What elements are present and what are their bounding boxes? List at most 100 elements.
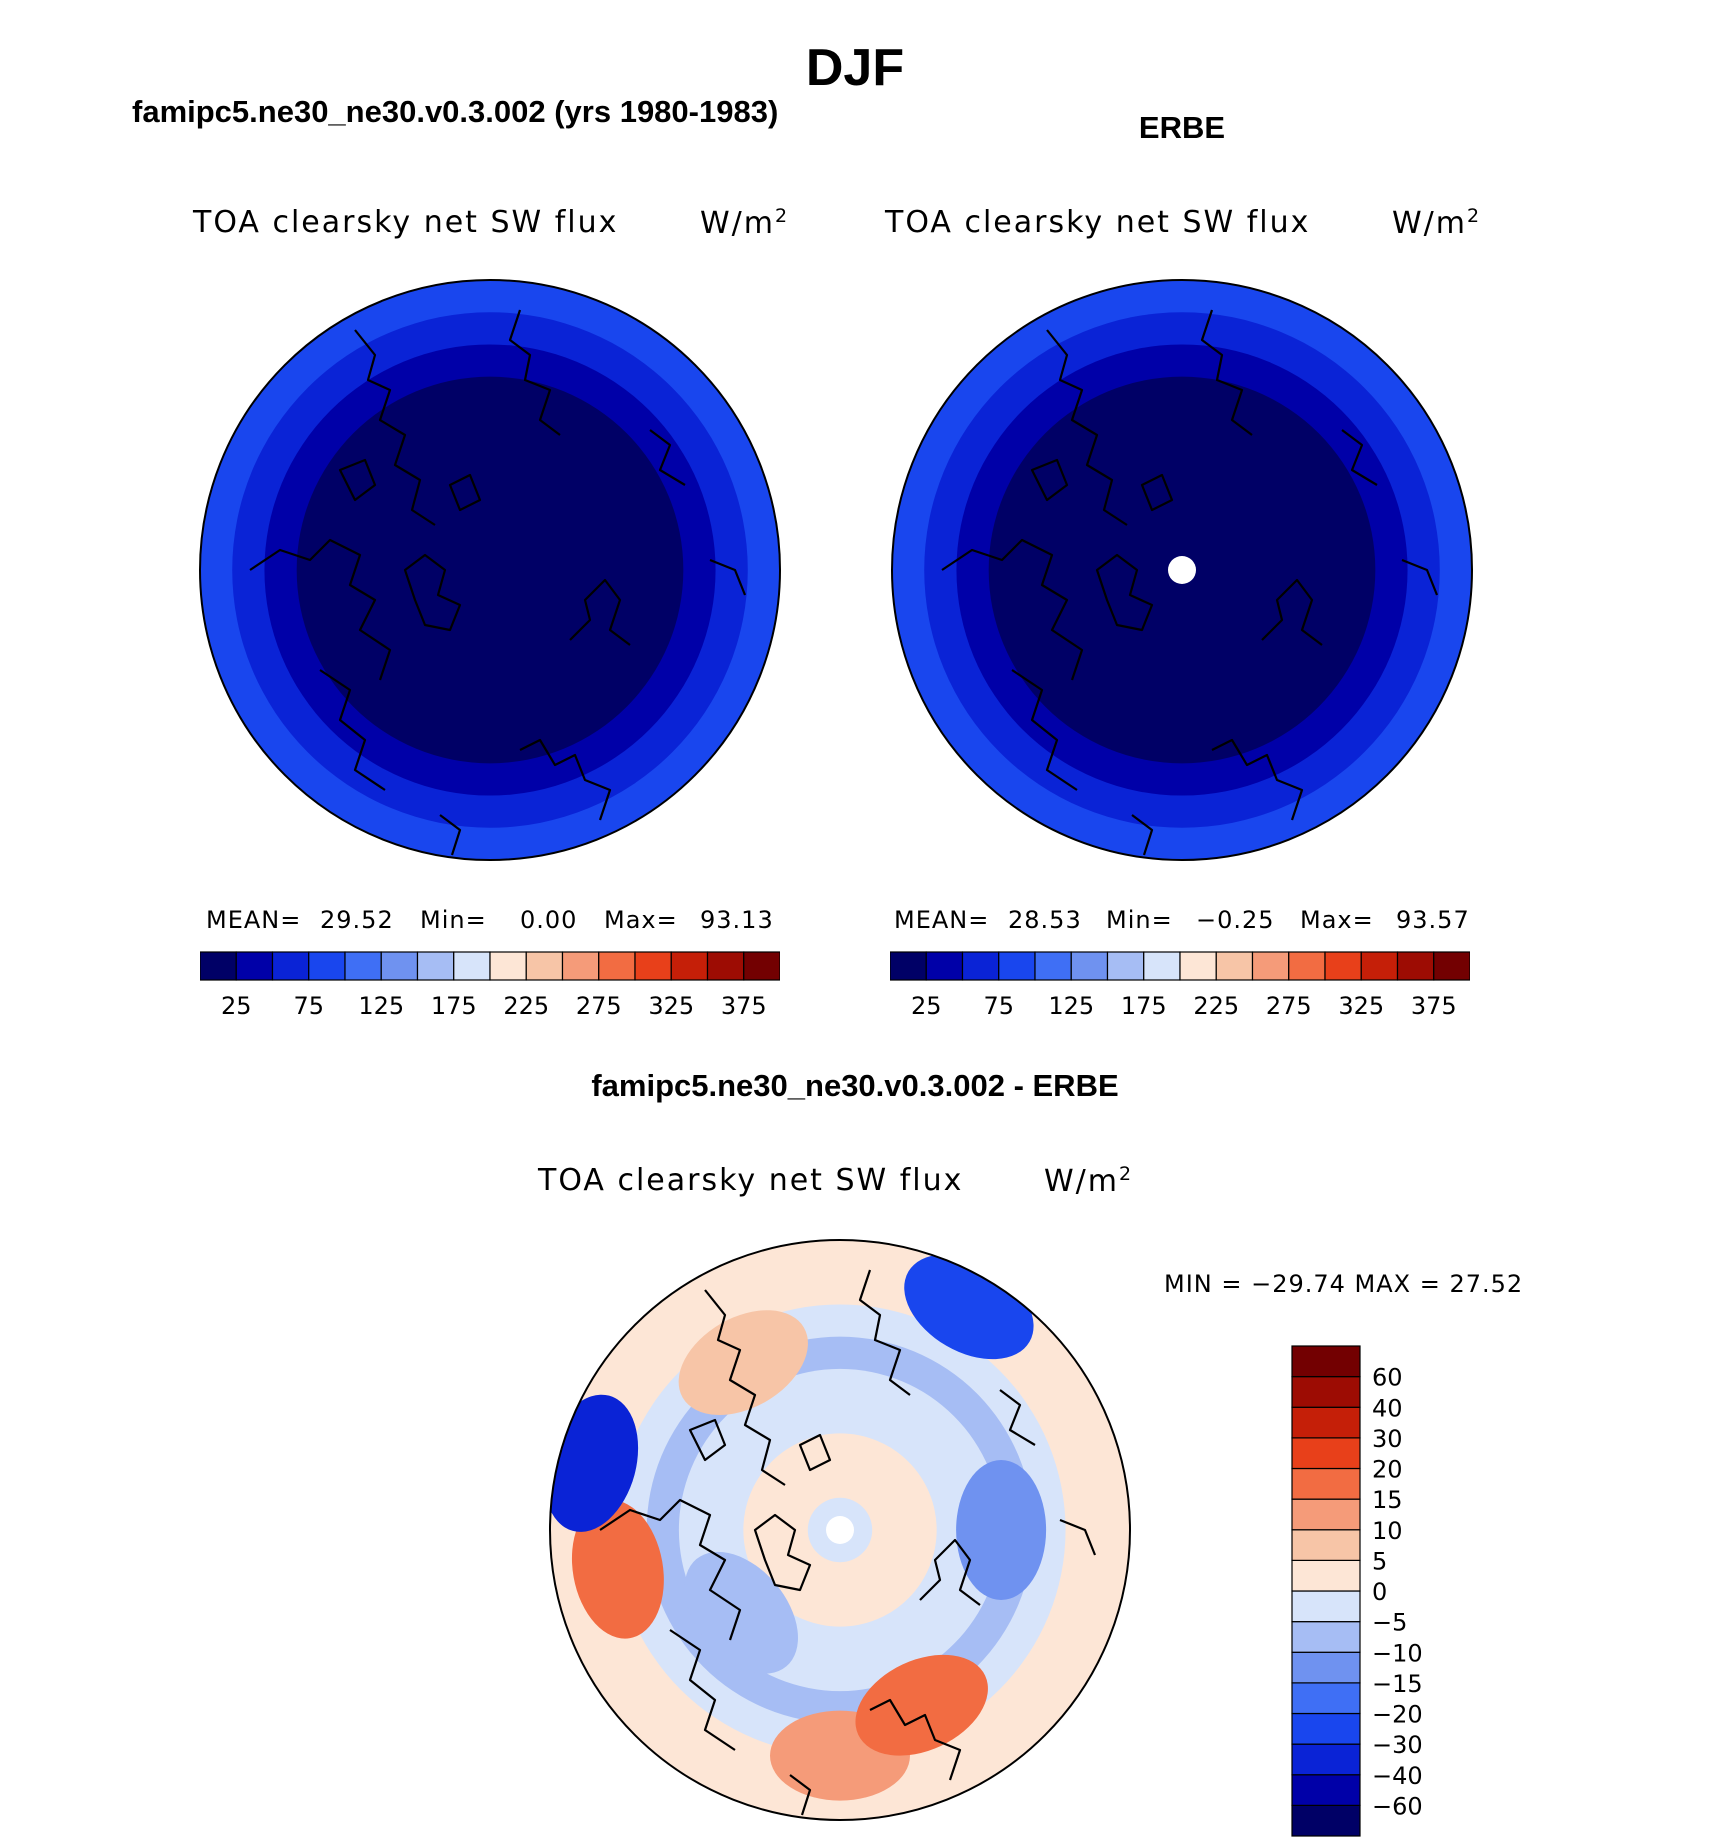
stat-mean-label-obs: MEAN= bbox=[894, 906, 990, 934]
coastline-1 bbox=[1046, 329, 1128, 526]
coastline-12 bbox=[439, 814, 462, 856]
coastline-3 bbox=[599, 1498, 742, 1641]
stat-max-value-model: 93.13 bbox=[700, 906, 774, 934]
colorbar-swatch bbox=[670, 951, 709, 981]
colorbar-tick-label: 15 bbox=[1372, 1486, 1403, 1514]
colorbar-swatch bbox=[453, 951, 491, 981]
figure-title: DJF bbox=[805, 39, 905, 97]
coastline-5 bbox=[688, 1418, 727, 1462]
coastline-11 bbox=[1059, 1518, 1097, 1556]
colorbar-tick-label: 20 bbox=[1372, 1456, 1403, 1484]
colorbar-diff: 60 40 30 20 15 10 5 0 −5 −10 −15 −20 −30 −40 −60 bbox=[1290, 1344, 1470, 1845]
colorbar-tick-label: 30 bbox=[1372, 1425, 1403, 1453]
coastline-8 bbox=[869, 1698, 962, 1781]
coastline-12 bbox=[1131, 814, 1154, 856]
polar-map-diff bbox=[540, 1230, 1140, 1840]
colorbar-obs: 25 75 125 175 225 275 325 375 bbox=[889, 950, 1471, 1023]
colorbar-swatch bbox=[1433, 951, 1471, 981]
colorbar-tick-label: −10 bbox=[1372, 1639, 1423, 1667]
colorbar-swatch bbox=[706, 951, 745, 981]
anomaly-patch-2 bbox=[855, 1654, 988, 1756]
colorbar-swatch bbox=[1291, 1712, 1361, 1745]
colorbar-swatch bbox=[1106, 951, 1145, 981]
colorbar-tick-label: −15 bbox=[1372, 1670, 1423, 1698]
colorbar-swatch bbox=[743, 951, 781, 981]
colorbar-tick-label: 375 bbox=[1411, 992, 1457, 1018]
colorbar-tick-label: 75 bbox=[983, 992, 1014, 1018]
colorbar-swatch bbox=[889, 951, 927, 981]
coastline-9 bbox=[919, 1538, 981, 1606]
coastline-1 bbox=[704, 1289, 786, 1486]
colorbar-tick-label: 0 bbox=[1372, 1578, 1387, 1606]
anomaly-patch-7 bbox=[956, 1460, 1047, 1600]
colorbar-tick-label: 125 bbox=[358, 992, 404, 1018]
colorbar-swatch bbox=[1396, 951, 1435, 981]
colorbar-tick-label: 225 bbox=[503, 992, 549, 1018]
colorbar-swatch bbox=[598, 951, 636, 981]
coastline-7 bbox=[319, 669, 386, 791]
coastline-1 bbox=[354, 329, 436, 526]
contour-band-4 bbox=[296, 376, 684, 764]
colorbar-swatch bbox=[1034, 951, 1072, 981]
colorbar-tick-label: 325 bbox=[1338, 992, 1384, 1018]
colorbar-tick-label: 125 bbox=[1048, 992, 1094, 1018]
colorbar-swatch bbox=[1291, 1590, 1361, 1623]
stat-mean-value-model: 29.52 bbox=[320, 906, 394, 934]
stat-max-value-obs: 93.57 bbox=[1396, 906, 1470, 934]
stat-max-label-obs: Max= bbox=[1300, 906, 1374, 934]
coastline-6 bbox=[798, 1433, 832, 1472]
stat-min-label-model: Min= bbox=[420, 906, 487, 934]
colorbar-tick-label: 325 bbox=[648, 992, 694, 1018]
colorbar-swatch bbox=[1291, 1406, 1361, 1439]
colorbar-swatch bbox=[1215, 951, 1254, 981]
panel-title-diff: famipc5.ne30_ne30.v0.3.002 - ERBE bbox=[591, 1068, 1119, 1103]
units-label-obs: W/m2 bbox=[1392, 205, 1482, 241]
colorbar-swatch bbox=[925, 951, 964, 981]
colorbar-tick-label: 375 bbox=[721, 992, 767, 1018]
map-boundary bbox=[199, 279, 781, 861]
colorbar-model: 25 75 125 175 225 275 325 375 bbox=[199, 950, 781, 1023]
colorbar-swatch bbox=[271, 951, 310, 981]
colorbar-tick-label: −60 bbox=[1372, 1792, 1423, 1820]
colorbar-swatch bbox=[1291, 1376, 1361, 1408]
coastline-10 bbox=[999, 1389, 1036, 1446]
coastline-11 bbox=[1401, 558, 1439, 596]
colorbar-swatch bbox=[308, 951, 346, 981]
stat-min-value-model: 0.00 bbox=[520, 906, 578, 934]
missing-data-pole bbox=[826, 1516, 854, 1544]
colorbar-tick-label: 25 bbox=[221, 992, 252, 1018]
coastline-4 bbox=[403, 553, 462, 632]
colorbar-swatch bbox=[1324, 951, 1362, 981]
colorbar-swatch bbox=[1291, 1621, 1361, 1653]
coastline-11 bbox=[709, 558, 747, 596]
colorbar-tick-label: 40 bbox=[1372, 1394, 1403, 1422]
colorbar-tick-label: 225 bbox=[1193, 992, 1239, 1018]
colorbar-swatch bbox=[525, 951, 564, 981]
colorbar-tick-label: −30 bbox=[1372, 1731, 1423, 1759]
stat-mean-value-obs: 28.53 bbox=[1008, 906, 1082, 934]
panel-title-obs: ERBE bbox=[1138, 110, 1226, 145]
coastline-10 bbox=[1341, 429, 1378, 486]
colorbar-swatch bbox=[1291, 1651, 1361, 1684]
units-label-model: W/m2 bbox=[700, 205, 790, 241]
stat-min-value-obs: −0.25 bbox=[1196, 906, 1275, 934]
colorbar-swatch bbox=[416, 951, 455, 981]
coastline-10 bbox=[649, 429, 686, 486]
units-label-diff: W/m2 bbox=[1044, 1163, 1134, 1199]
colorbar-tick-label: 5 bbox=[1372, 1547, 1387, 1575]
colorbar-swatch bbox=[199, 951, 237, 981]
stat-max-label-model: Max= bbox=[604, 906, 678, 934]
polar-map-model bbox=[190, 270, 790, 870]
colorbar-swatch bbox=[1360, 951, 1399, 981]
colorbar-tick-label: 275 bbox=[1266, 992, 1312, 1018]
coastline-2 bbox=[1200, 309, 1253, 436]
coastline-9 bbox=[1261, 578, 1323, 646]
colorbar-swatch bbox=[1291, 1345, 1361, 1378]
polar-map-obs bbox=[882, 270, 1482, 870]
variable-label-diff: TOA clearsky net SW flux bbox=[538, 1163, 964, 1198]
colorbar-swatch bbox=[1291, 1774, 1361, 1806]
colorbar-tick-label: −5 bbox=[1372, 1609, 1407, 1637]
colorbar-tick-label: 60 bbox=[1372, 1364, 1403, 1392]
colorbar-swatch bbox=[1070, 951, 1109, 981]
colorbar-swatch bbox=[235, 951, 274, 981]
